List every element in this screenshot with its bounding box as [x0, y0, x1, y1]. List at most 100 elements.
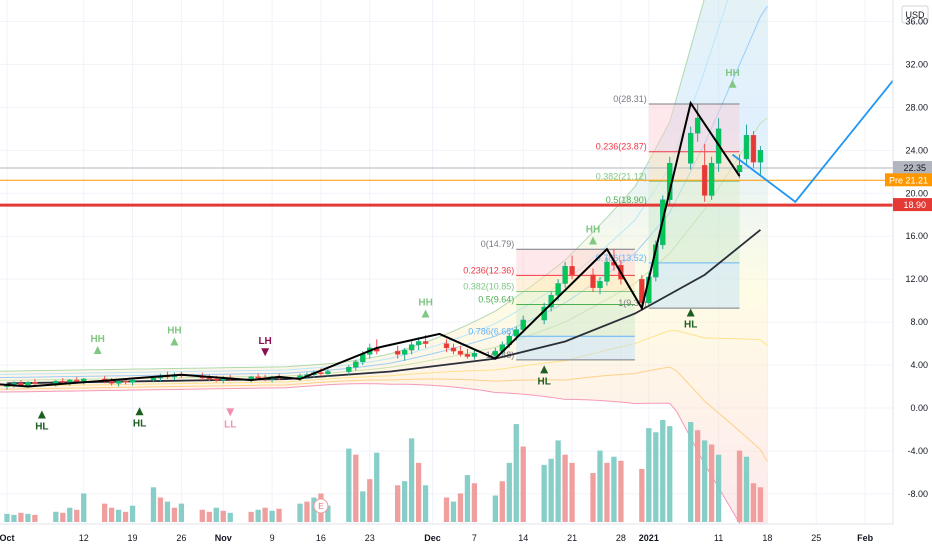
volume-bar [122, 511, 129, 522]
currency-label: USD [905, 10, 925, 20]
swing-marker-icon [728, 79, 737, 88]
volume-bar [395, 485, 401, 522]
swing-marker-icon [421, 309, 430, 318]
swing-markers: HHLHHHLHHLHLLHHHLHHHLHH [35, 68, 740, 433]
ribbon-line [0, 383, 756, 550]
swing-marker-label: HL [35, 421, 48, 432]
volume-bar [750, 483, 757, 522]
volume-bar [297, 503, 303, 522]
volume-bar [248, 511, 254, 522]
volume-bar [227, 512, 233, 522]
candle-body [520, 319, 526, 330]
candle-body [25, 382, 31, 386]
volume-bar [360, 491, 366, 522]
candle-body [422, 341, 429, 344]
volume-bar [415, 462, 422, 522]
swing-marker-icon [589, 236, 598, 245]
projection-line [731, 79, 894, 204]
volume-bar [401, 481, 408, 522]
volume-bar [262, 507, 268, 522]
candle-body [81, 378, 87, 382]
volume-bar [743, 456, 750, 522]
price-tag-premarket [885, 173, 932, 187]
volume-bar [304, 501, 310, 522]
volume-bar [757, 487, 764, 522]
horizontal-lines [0, 167, 893, 207]
candle-body [394, 350, 401, 355]
volume-bar [269, 510, 275, 522]
swing-marker-label: HL [684, 319, 697, 330]
candle-body [597, 281, 603, 289]
volume-bar [178, 503, 185, 522]
candle-body [122, 380, 129, 383]
fib-level-label: 0.382(10.85) [463, 282, 514, 292]
swing-marker-icon [93, 346, 102, 355]
candle-body [150, 377, 157, 381]
candle-body [708, 162, 715, 196]
candle-body [255, 376, 261, 379]
volume-bar [555, 440, 561, 522]
candle-body [401, 349, 408, 355]
volume-bar [464, 475, 471, 522]
volume-bar [569, 462, 575, 522]
candle-body [60, 380, 66, 383]
y-tick-label: 24.00 [905, 145, 928, 155]
currency-badge[interactable] [901, 5, 929, 24]
candle-body [248, 376, 254, 380]
volume-bar [646, 428, 652, 522]
swing-marker-label: HL [133, 418, 146, 429]
candle-body [555, 283, 561, 296]
x-tick-label: 21 [567, 533, 577, 543]
event-marker-icon [313, 498, 329, 514]
fib-zone [516, 291, 635, 305]
swing-marker-icon [261, 348, 270, 357]
y-tick-label: 28.00 [905, 102, 928, 112]
candle-body [736, 165, 743, 173]
volume-bar [108, 507, 115, 522]
candle-body [360, 354, 366, 363]
candle-body [11, 383, 17, 385]
y-tick-label: 12.00 [905, 274, 928, 284]
zigzag [0, 79, 894, 388]
y-tick-label: -8.00 [907, 489, 928, 499]
swing-marker-label: HH [90, 334, 104, 345]
x-tick-label: Dec [424, 533, 441, 543]
candle-body [129, 379, 136, 383]
fib-level-label: 0.5(18.90) [606, 195, 647, 205]
swing-marker-icon [540, 365, 549, 374]
swing-marker-icon [686, 308, 695, 317]
swing-marker-label: LH [258, 336, 271, 347]
volume-bar [220, 510, 226, 522]
volume-bar [11, 514, 17, 522]
volume-bars: E [4, 420, 764, 522]
volume-bar [171, 507, 178, 522]
candle-body [74, 379, 80, 382]
volume-bar [506, 462, 512, 522]
y-tick-label: 32.00 [905, 59, 928, 69]
volume-bar [74, 509, 80, 522]
volume-bar [374, 452, 380, 522]
candle-body [32, 382, 38, 384]
candle-body [590, 274, 596, 289]
candle-body [687, 132, 694, 164]
ribbon-line [0, 0, 729, 375]
volume-bar [660, 420, 666, 522]
volume-bar [164, 501, 171, 522]
volume-bar [548, 458, 554, 522]
price-tag-current [893, 161, 932, 175]
volume-bar [353, 454, 359, 522]
candle-body [67, 379, 73, 383]
fib-level-label: 0.786(13.52) [596, 253, 647, 263]
y-tick-label: 16.00 [905, 231, 928, 241]
fib-level-label: 0.786(6.68) [468, 326, 514, 336]
candle-body [513, 329, 519, 337]
x-tick-label: Feb [857, 533, 874, 543]
y-tick-label: 4.00 [910, 360, 928, 370]
volume-bar [150, 487, 157, 522]
volume-bar [736, 450, 743, 522]
price-tag-level-label: 18.90 [903, 200, 926, 210]
volume-bar [346, 448, 352, 522]
volume-bar [695, 430, 701, 522]
x-tick-label: 25 [811, 533, 821, 543]
